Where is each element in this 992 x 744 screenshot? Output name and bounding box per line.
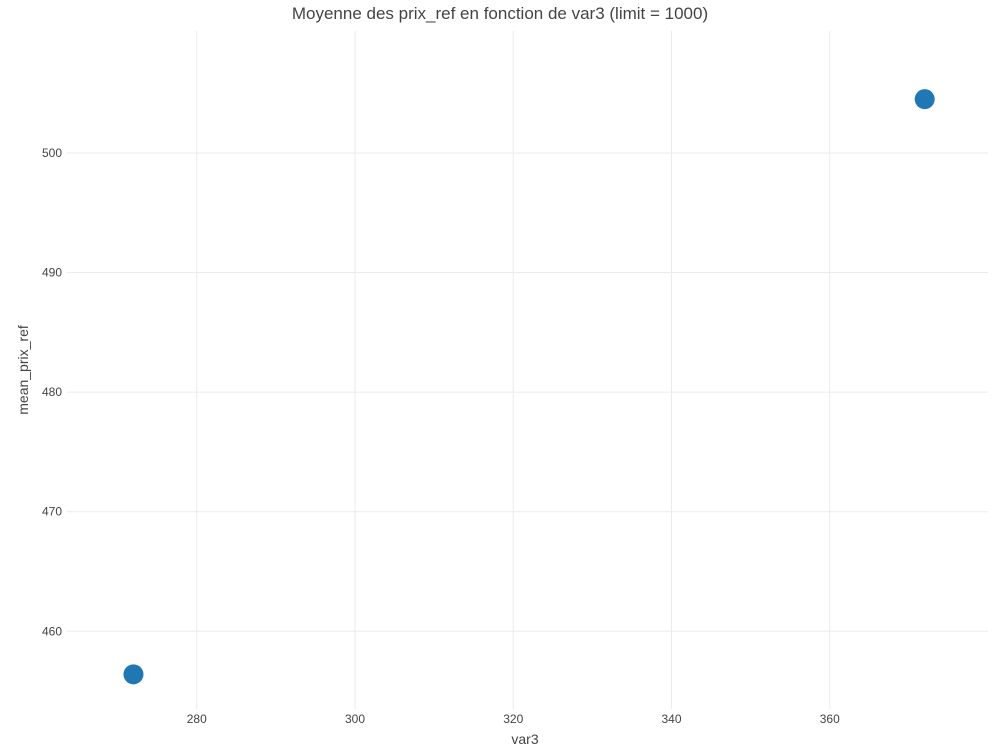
y-tick-label: 500: [42, 146, 62, 160]
y-tick-label: 480: [42, 385, 62, 399]
y-tick-labels: 460 470 480 490 500: [42, 146, 62, 638]
x-tick-label: 320: [503, 712, 523, 726]
x-tick-label: 360: [820, 712, 840, 726]
chart-title: Moyenne des prix_ref en fonction de var3…: [292, 4, 708, 23]
y-axis-title: mean_prix_ref: [15, 325, 31, 415]
y-gridlines: [67, 152, 988, 632]
data-point[interactable]: [123, 664, 144, 685]
x-tick-label: 280: [187, 712, 207, 726]
x-axis-title: var3: [511, 731, 538, 744]
y-tick-label: 460: [42, 624, 62, 638]
data-point[interactable]: [914, 89, 935, 110]
x-tick-labels: 280 300 320 340 360: [187, 712, 840, 726]
x-tick-label: 300: [345, 712, 365, 726]
data-points: [123, 89, 935, 685]
x-tick-label: 340: [661, 712, 681, 726]
y-tick-label: 490: [42, 266, 62, 280]
y-tick-label: 470: [42, 505, 62, 519]
x-gridlines: [196, 31, 831, 709]
